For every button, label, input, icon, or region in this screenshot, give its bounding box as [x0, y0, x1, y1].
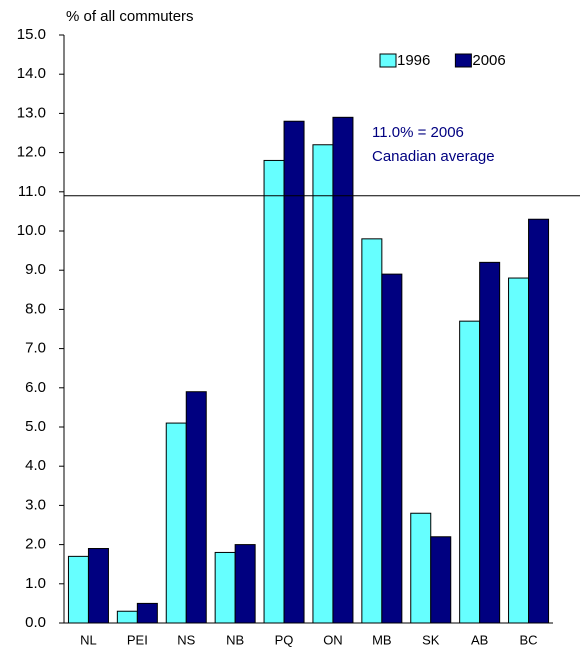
bar [528, 218, 550, 624]
bar [214, 551, 236, 624]
y-tick-label: 4.0 [25, 457, 46, 474]
bar [67, 555, 89, 624]
bar [430, 536, 452, 624]
y-tick-label: 7.0 [25, 340, 46, 357]
y-tick-label: 0.0 [25, 614, 46, 631]
y-tick-label: 15.0 [17, 26, 46, 43]
legend-label: 2006 [472, 52, 505, 69]
x-tick-label: NS [177, 632, 195, 647]
bar [410, 512, 432, 624]
x-tick-label: AB [471, 632, 488, 647]
y-tick-label: 3.0 [25, 496, 46, 513]
legend-swatch [454, 53, 472, 68]
x-tick-label: PQ [275, 632, 294, 647]
legend-label: 1996 [397, 52, 430, 69]
bar [508, 277, 530, 624]
bar [283, 120, 305, 624]
bar [185, 391, 207, 624]
y-tick-label: 12.0 [17, 144, 46, 161]
y-tick-label: 2.0 [25, 536, 46, 553]
x-tick-label: BC [520, 632, 538, 647]
x-tick-label: SK [422, 632, 440, 647]
y-tick-label: 13.0 [17, 104, 46, 121]
legend-swatch [379, 53, 397, 68]
y-tick-label: 11.0 [18, 183, 46, 200]
y-tick-label: 10.0 [17, 222, 46, 239]
bar [87, 548, 109, 624]
y-tick-label: 1.0 [25, 575, 46, 592]
x-tick-label: PEI [127, 632, 148, 647]
bar [381, 273, 403, 624]
x-tick-label: MB [372, 632, 392, 647]
y-tick-label: 14.0 [17, 65, 46, 82]
y-tick-label: 5.0 [25, 418, 46, 435]
y-tick-label: 8.0 [25, 300, 46, 317]
bar [116, 610, 138, 624]
x-tick-label: ON [323, 632, 343, 647]
bar [459, 320, 481, 624]
annotation: 11.0% = 2006 [372, 124, 464, 141]
bar [165, 422, 187, 624]
y-tick-label: 9.0 [25, 261, 46, 278]
bar [136, 602, 158, 624]
bar [479, 261, 501, 624]
bar [263, 159, 285, 624]
bar [332, 116, 354, 624]
y-tick-label: 6.0 [25, 379, 46, 396]
x-tick-label: NL [80, 632, 97, 647]
annotation: Canadian average [372, 148, 495, 165]
y-axis-label: % of all commuters [66, 8, 194, 25]
bar [361, 238, 383, 624]
bar [234, 544, 256, 624]
bar [312, 144, 334, 624]
x-tick-label: NB [226, 632, 244, 647]
